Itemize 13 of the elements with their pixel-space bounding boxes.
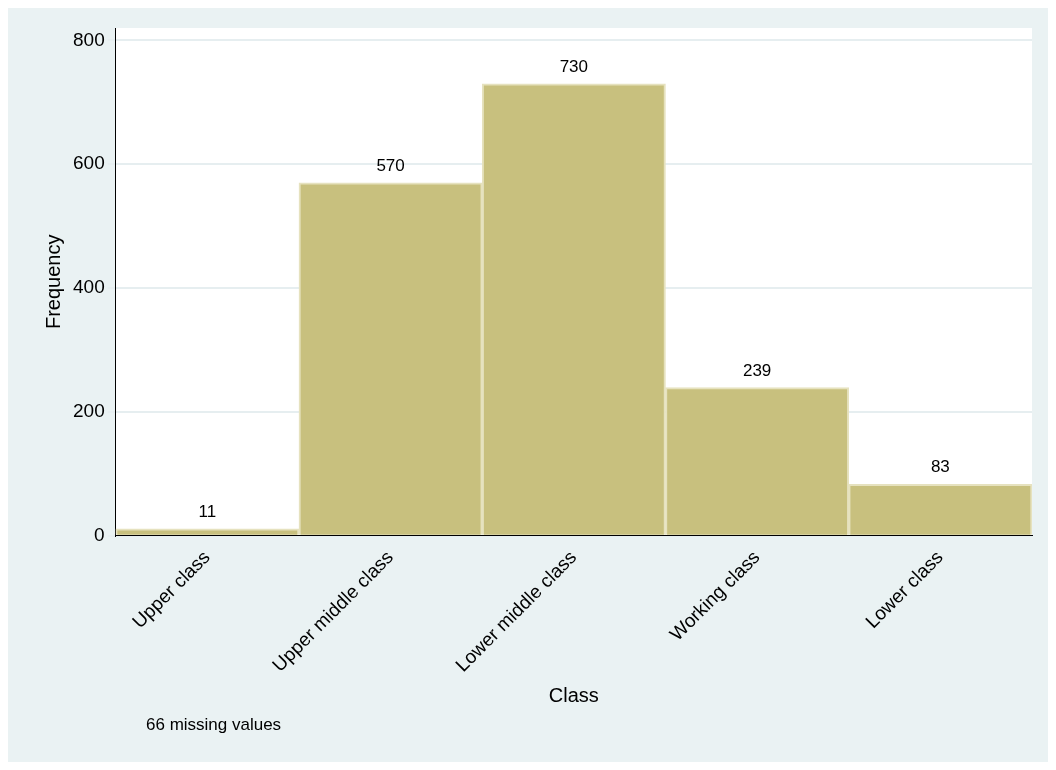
y-tick-label: 400 <box>73 276 105 298</box>
data-label: 83 <box>930 457 950 477</box>
y-tick-label: 200 <box>73 400 105 422</box>
y-tick-label: 800 <box>73 28 105 50</box>
data-label: 11 <box>198 502 217 522</box>
data-label: 570 <box>376 155 405 175</box>
y-tick-label: 0 <box>94 523 105 545</box>
x-axis-title: Class <box>548 683 599 706</box>
data-label: 730 <box>559 56 589 76</box>
data-label: 239 <box>742 360 772 380</box>
y-axis-title: Frequency <box>41 234 64 330</box>
y-tick-label: 600 <box>73 152 105 174</box>
text: 66 missing values <box>146 715 282 734</box>
